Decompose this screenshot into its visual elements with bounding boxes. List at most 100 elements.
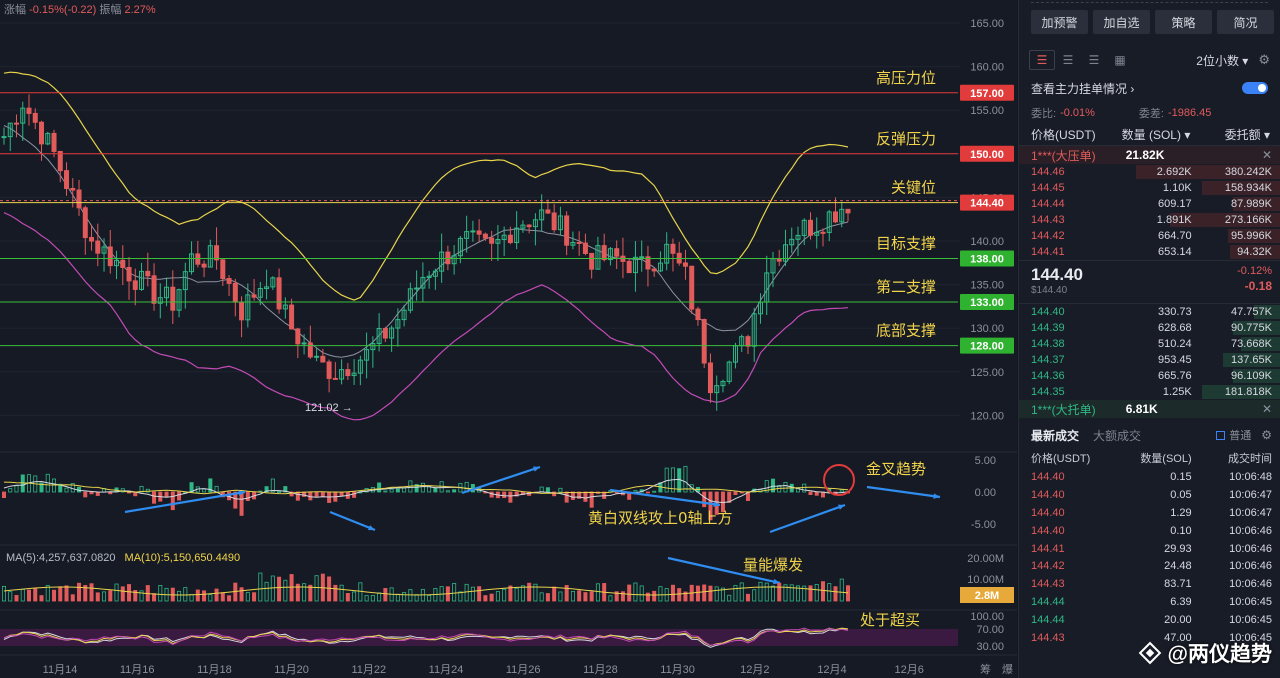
candle-body bbox=[657, 262, 663, 272]
ask-row[interactable]: 144.42 664.70 95.996K bbox=[1019, 228, 1280, 244]
volume-bar bbox=[289, 574, 294, 602]
macd-bar bbox=[239, 491, 244, 516]
volume-bar bbox=[345, 593, 350, 602]
normal-checkbox[interactable]: 普通 bbox=[1216, 427, 1251, 443]
ask-qty: 664.70 bbox=[1158, 230, 1192, 242]
bid-row[interactable]: 144.39 628.68 90.775K bbox=[1019, 320, 1280, 336]
volume-bar bbox=[458, 591, 463, 602]
grid-icon[interactable]: ▦ bbox=[1114, 53, 1126, 67]
macd-bar bbox=[583, 491, 588, 502]
tab-latest-trades[interactable]: 最新成交 bbox=[1031, 428, 1080, 443]
trade-qty: 0.05 bbox=[1170, 488, 1192, 501]
chart-area[interactable]: 165.00160.00155.00150.00145.00140.00135.… bbox=[0, 0, 1017, 678]
volume-bar bbox=[64, 585, 69, 602]
macd-bar bbox=[783, 481, 788, 493]
macd-bar bbox=[120, 488, 125, 493]
macd-bar bbox=[314, 491, 319, 497]
candle-body bbox=[664, 243, 670, 264]
volume-bar bbox=[639, 585, 644, 602]
candle-body bbox=[407, 288, 413, 311]
overview-button[interactable]: 简况 bbox=[1217, 10, 1274, 34]
ask-total: 95.996K bbox=[1231, 230, 1272, 242]
trade-price: 144.42 bbox=[1031, 560, 1065, 573]
candle-body bbox=[470, 230, 476, 233]
close-icon[interactable]: ✕ bbox=[1261, 402, 1272, 416]
trade-price: 144.40 bbox=[1031, 506, 1065, 519]
volume-bar bbox=[333, 584, 338, 602]
strategy-button[interactable]: 策略 bbox=[1155, 10, 1212, 34]
candle-body bbox=[76, 189, 82, 209]
candle-body bbox=[445, 251, 451, 265]
macd-bar bbox=[14, 485, 19, 493]
add-alert-button[interactable]: 加预警 bbox=[1031, 10, 1088, 34]
bollinger-lower-line bbox=[3, 212, 849, 421]
volume-bar bbox=[483, 595, 488, 602]
main-orders-label[interactable]: 查看主力挂单情况 › bbox=[1031, 81, 1135, 96]
ask-row[interactable]: 144.44 609.17 87.989K bbox=[1019, 196, 1280, 212]
volume-bar bbox=[552, 586, 557, 602]
candle-body bbox=[801, 219, 807, 236]
macd-bar bbox=[433, 487, 438, 493]
volume-bar bbox=[45, 585, 50, 602]
ratio-label: 委比: bbox=[1031, 108, 1057, 120]
orderbook-asks-icon[interactable]: ☰ bbox=[1088, 53, 1100, 67]
checkbox-icon[interactable] bbox=[1216, 430, 1226, 440]
depth-bar bbox=[1170, 213, 1280, 227]
y-tick-label: 120.00 bbox=[970, 410, 1004, 422]
macd-bar bbox=[177, 491, 182, 501]
gear-icon[interactable]: ⚙ bbox=[1261, 428, 1272, 442]
volume-bar bbox=[2, 585, 7, 602]
candle-body bbox=[376, 328, 382, 345]
x-tick-label: 12月4 bbox=[817, 664, 846, 676]
candle-body bbox=[726, 361, 732, 382]
trade-time: 10:06:47 bbox=[1229, 488, 1272, 501]
y-tick-label: 125.00 bbox=[970, 367, 1004, 379]
candle-body bbox=[639, 256, 645, 259]
annotation-arrowhead bbox=[533, 466, 540, 472]
bid-price: 144.35 bbox=[1031, 386, 1065, 398]
low-price-label: 121.02 → bbox=[305, 402, 353, 414]
tab-large-trades[interactable]: 大额成交 bbox=[1093, 428, 1142, 443]
qty-column-header[interactable]: 数量 (SOL) ▾ bbox=[1121, 128, 1191, 142]
trade-qty: 29.93 bbox=[1164, 542, 1192, 555]
volume-bar bbox=[570, 590, 575, 602]
decimals-select[interactable]: 2位小数 ▾ bbox=[1196, 53, 1249, 68]
orderbook-both-icon[interactable]: ☰ bbox=[1029, 50, 1055, 70]
macd-bar bbox=[570, 491, 575, 500]
close-icon[interactable]: ✕ bbox=[1261, 148, 1272, 162]
macd-bar bbox=[839, 489, 844, 493]
macd-bar bbox=[170, 491, 175, 511]
bid-row[interactable]: 144.35 1.25K 181.818K bbox=[1019, 384, 1280, 400]
ask-row[interactable]: 144.45 1.10K 158.934K bbox=[1019, 180, 1280, 196]
volume-bar bbox=[764, 582, 769, 602]
candle-body bbox=[701, 319, 707, 364]
volume-bar bbox=[202, 590, 207, 602]
volume-bar bbox=[414, 594, 419, 602]
volume-bar bbox=[227, 595, 232, 602]
ask-row[interactable]: 144.46 2.692K 380.242K bbox=[1019, 164, 1280, 180]
candle-body bbox=[45, 132, 51, 145]
level-annotation: 反弹压力 bbox=[876, 130, 936, 148]
macd-bar bbox=[377, 482, 382, 493]
candle-body bbox=[357, 359, 363, 374]
orderbook-bids-icon[interactable]: ☰ bbox=[1062, 53, 1074, 67]
kline-chart[interactable]: 165.00160.00155.00150.00145.00140.00135.… bbox=[0, 0, 1017, 678]
gear-icon[interactable]: ⚙ bbox=[1258, 52, 1270, 67]
annotation-arrowhead bbox=[838, 504, 845, 510]
bid-row[interactable]: 144.40 330.73 47.757K bbox=[1019, 304, 1280, 320]
ask-row[interactable]: 144.43 1.891K 273.166K bbox=[1019, 212, 1280, 228]
volume-bar bbox=[108, 590, 113, 602]
volume-bar bbox=[383, 588, 388, 602]
main-orders-toggle[interactable] bbox=[1242, 82, 1268, 94]
candle-body bbox=[270, 277, 276, 288]
volume-bar bbox=[658, 586, 663, 602]
ask-price: 144.43 bbox=[1031, 214, 1065, 226]
total-column-header[interactable]: 委托额 ▾ bbox=[1224, 128, 1271, 142]
add-watchlist-button[interactable]: 加自选 bbox=[1093, 10, 1150, 34]
bid-row[interactable]: 144.38 510.24 73.668K bbox=[1019, 336, 1280, 352]
bid-row[interactable]: 144.37 953.45 137.65K bbox=[1019, 352, 1280, 368]
trade-price: 144.43 bbox=[1031, 578, 1065, 591]
ask-row[interactable]: 144.41 653.14 94.32K bbox=[1019, 244, 1280, 260]
bid-row[interactable]: 144.36 665.76 96.109K bbox=[1019, 368, 1280, 384]
volume-bar bbox=[489, 593, 494, 602]
